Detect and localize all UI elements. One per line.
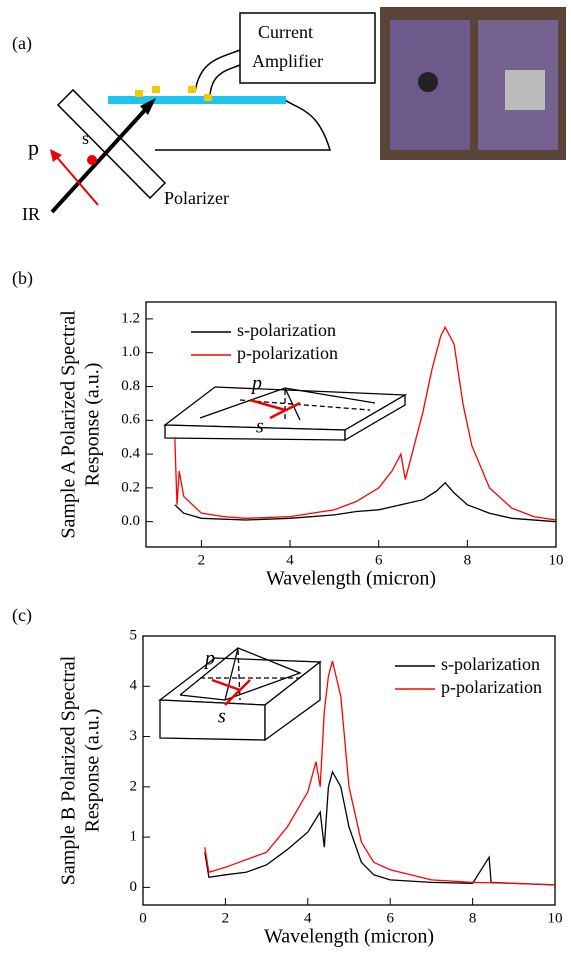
plot-frame xyxy=(142,635,556,906)
arrow-head xyxy=(50,149,62,162)
inset-b xyxy=(163,386,408,442)
x-axis-label: Wavelength (micron) xyxy=(264,926,434,948)
series-line xyxy=(174,325,557,521)
panel-label: (a) xyxy=(12,33,32,54)
polarizer-label: Polarizer xyxy=(164,188,229,208)
contact xyxy=(152,86,160,93)
inset-label: p xyxy=(250,373,262,395)
p-label: p xyxy=(28,135,39,160)
y-tick-label: 2 xyxy=(130,778,138,794)
contact xyxy=(188,86,196,93)
y-tick-label: 0.8 xyxy=(121,378,140,394)
x-tick-label: 4 xyxy=(304,910,312,926)
s-dot xyxy=(87,155,97,165)
x-tick-label: 6 xyxy=(375,552,383,568)
x-tick-label: 0 xyxy=(139,910,147,926)
x-tick-label: 8 xyxy=(469,910,477,926)
ir-beam xyxy=(50,108,147,214)
x-tick-label: 4 xyxy=(286,552,294,568)
inset-label: s xyxy=(256,416,264,438)
sample-layer xyxy=(108,96,286,104)
x-axis-label: Wavelength (micron) xyxy=(266,568,436,590)
y-axis-label: Response (a.u.) xyxy=(82,709,104,833)
s-label: s xyxy=(82,128,89,148)
contact xyxy=(204,94,212,101)
x-tick-label: 6 xyxy=(386,910,394,926)
y-tick-label: 0.2 xyxy=(121,479,140,495)
legend-label: p-polarization xyxy=(237,343,338,363)
amplifier-box xyxy=(239,12,376,84)
y-axis-label: Sample B Polarized Spectral xyxy=(58,655,80,885)
y-tick-label: 3 xyxy=(130,728,138,744)
inset-label: s xyxy=(218,706,226,728)
y-tick-label: 0.4 xyxy=(121,446,140,462)
photo-hole xyxy=(418,72,438,92)
x-tick-label: 10 xyxy=(548,910,563,926)
inset-label: p xyxy=(203,648,215,670)
contact xyxy=(135,90,143,97)
y-tick-label: 1.2 xyxy=(121,310,140,326)
y-tick-label: 0.6 xyxy=(121,412,140,428)
arrow-head xyxy=(140,98,156,115)
series-line xyxy=(204,660,556,886)
x-tick-label: 8 xyxy=(464,552,472,568)
photo-mount xyxy=(505,70,545,110)
panel-label: (b) xyxy=(12,268,33,289)
y-axis-label: Sample A Polarized Spectral xyxy=(58,310,80,539)
y-tick-label: 5 xyxy=(130,627,138,643)
amplifier-label: Current xyxy=(258,22,313,42)
x-tick-label: 2 xyxy=(198,552,206,568)
series-line xyxy=(204,770,556,886)
ir-label: IR xyxy=(22,204,40,224)
amplifier-label: Amplifier xyxy=(252,51,323,71)
y-tick-label: 1 xyxy=(130,829,138,845)
panel-label: (c) xyxy=(12,605,32,626)
y-tick-label: 0 xyxy=(130,879,138,895)
y-tick-label: 1.0 xyxy=(121,344,140,360)
setup-diagram: (a) Current Amplifier s p IR Polarizer xyxy=(12,7,566,224)
legend-label: s-polarization xyxy=(441,654,540,674)
plot-frame xyxy=(145,301,557,548)
x-tick-label: 2 xyxy=(222,910,230,926)
p-arrow xyxy=(54,154,99,206)
y-tick-label: 0.0 xyxy=(121,513,140,529)
inset-c xyxy=(158,647,322,742)
y-tick-label: 4 xyxy=(130,678,138,694)
legend-label: p-polarization xyxy=(441,677,542,697)
y-axis-label: Response (a.u.) xyxy=(82,363,104,487)
legend-label: s-polarization xyxy=(237,320,336,340)
x-tick-label: 10 xyxy=(549,552,564,568)
series-line xyxy=(174,481,557,523)
wire xyxy=(194,49,241,96)
